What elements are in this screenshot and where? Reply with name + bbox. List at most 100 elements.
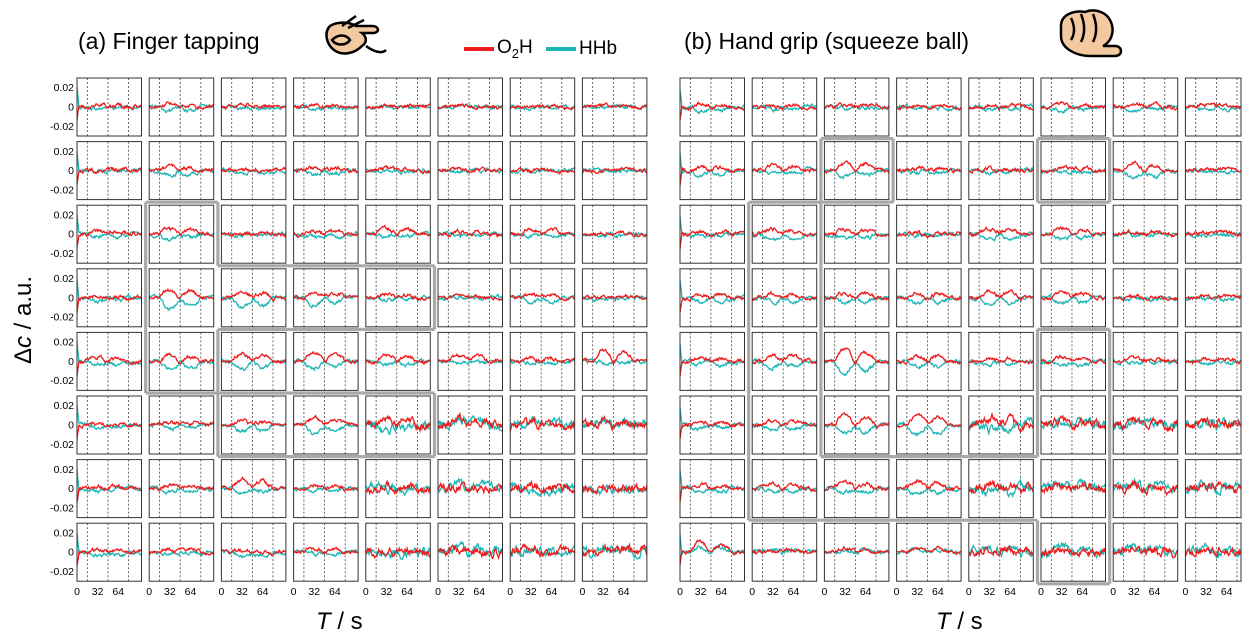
series-line-o2h bbox=[582, 166, 647, 175]
subplot-frame bbox=[220, 522, 287, 582]
subplot-r3-c4 bbox=[293, 204, 359, 264]
series-line-o2h bbox=[293, 228, 359, 239]
subplot-frame bbox=[679, 522, 745, 582]
subplot-r1-c1: 0.02 0 -0.02 bbox=[50, 77, 142, 137]
series-line-o2h bbox=[77, 421, 142, 440]
subplot-r1-c6 bbox=[1040, 77, 1106, 137]
subplot-r4-c3 bbox=[823, 268, 890, 328]
series-line-o2h bbox=[968, 102, 1034, 112]
subplot-frame bbox=[76, 522, 142, 582]
series-line-o2h bbox=[1041, 225, 1106, 238]
series-line-hhb bbox=[1041, 167, 1106, 176]
subplot-frame bbox=[220, 395, 287, 455]
subplot-frame bbox=[1112, 141, 1179, 201]
subplot-r3-c2 bbox=[148, 204, 215, 264]
subplot-r2-c8 bbox=[581, 141, 648, 201]
subplot-frame bbox=[509, 395, 576, 455]
x-tick-label: 0 bbox=[677, 586, 683, 598]
series-line-o2h bbox=[1041, 100, 1106, 111]
x-tick-label: 64 bbox=[257, 586, 269, 598]
series-line-o2h bbox=[438, 544, 503, 561]
series-line-o2h bbox=[293, 165, 359, 174]
subplot-frame bbox=[76, 395, 142, 455]
series-line-o2h bbox=[824, 102, 889, 110]
subplot-frame bbox=[148, 522, 215, 582]
series-line-o2h bbox=[680, 292, 745, 313]
subplot-frame bbox=[365, 331, 431, 391]
subplot-r5-c7 bbox=[1112, 331, 1179, 391]
y-tick-label: 0 bbox=[68, 229, 74, 241]
x-tick-label: 32 bbox=[453, 586, 465, 598]
x-tick-label: 0 bbox=[146, 586, 152, 598]
subplot-frame bbox=[148, 395, 215, 455]
subplot-frame bbox=[1184, 204, 1242, 264]
subplot-frame bbox=[293, 141, 359, 201]
series-line-hhb bbox=[680, 470, 745, 495]
subplot-r6-c3 bbox=[823, 395, 890, 455]
subplot-r3-c3 bbox=[220, 204, 287, 264]
series-line-o2h bbox=[510, 167, 575, 175]
subplot-r1-c8 bbox=[1184, 77, 1242, 137]
series-line-o2h bbox=[365, 415, 431, 434]
x-tick-label: 0 bbox=[1182, 586, 1188, 598]
subplot-r8-c2: 0 32 64 bbox=[146, 522, 215, 598]
subplot-r4-c1 bbox=[679, 268, 745, 328]
subplot-r8-c1: 0 32 64 bbox=[677, 522, 745, 598]
x-tick-label: 0 bbox=[291, 586, 297, 598]
series-line-hhb bbox=[896, 294, 962, 306]
subplot-r3-c4 bbox=[896, 204, 962, 264]
series-line-o2h bbox=[77, 166, 142, 185]
series-line-o2h bbox=[824, 412, 889, 430]
subplot-r1-c6 bbox=[437, 77, 503, 137]
x-tick-label: 0 bbox=[435, 586, 441, 598]
subplot-r2-c1 bbox=[679, 141, 745, 201]
series-line-o2h bbox=[149, 225, 214, 237]
subplot-r4-c1: 0.02 0 -0.02 bbox=[50, 268, 142, 328]
subplot-frame bbox=[823, 204, 890, 264]
series-line-o2h bbox=[752, 417, 817, 429]
x-tick-label: 32 bbox=[92, 586, 104, 598]
subplot-r2-c6 bbox=[437, 141, 503, 201]
subplot-frame bbox=[823, 395, 890, 455]
y-tick-label: -0.02 bbox=[50, 566, 74, 578]
series-line-hhb bbox=[1113, 477, 1178, 496]
subplot-r4-c4 bbox=[896, 268, 962, 328]
subplot-r7-c8 bbox=[1184, 459, 1242, 519]
subplot-frame bbox=[823, 77, 890, 137]
subplot-r5-c2 bbox=[148, 331, 215, 391]
subplot-r7-c4 bbox=[293, 459, 359, 519]
series-line-o2h bbox=[752, 102, 817, 112]
x-tick-label: 32 bbox=[839, 586, 851, 598]
subplot-r5-c4 bbox=[293, 331, 359, 391]
subplot-frame bbox=[220, 459, 287, 519]
subplot-frame bbox=[581, 268, 648, 328]
series-line-o2h bbox=[896, 230, 962, 239]
series-line-o2h bbox=[293, 351, 359, 365]
series-line-o2h bbox=[896, 165, 962, 175]
subplot-frame bbox=[220, 268, 287, 328]
series-line-o2h bbox=[293, 102, 359, 110]
x-tick-label: 0 bbox=[74, 586, 80, 598]
subplot-r1-c7 bbox=[1112, 77, 1179, 137]
series-line-o2h bbox=[752, 547, 817, 556]
y-tick-label: 0 bbox=[68, 356, 74, 368]
x-tick-label: 64 bbox=[715, 586, 727, 598]
subplot-r8-c4: 0 32 64 bbox=[894, 522, 962, 598]
series-line-o2h bbox=[582, 293, 647, 301]
subplot-frame bbox=[365, 77, 431, 137]
subplot-frame bbox=[437, 77, 503, 137]
subplot-r2-c7 bbox=[509, 141, 576, 201]
x-tick-label: 32 bbox=[597, 586, 609, 598]
subplot-r4-c7 bbox=[1112, 268, 1179, 328]
subplot-r5-c8 bbox=[581, 331, 648, 391]
subplot-r5-c6 bbox=[1040, 331, 1106, 391]
subplot-frame bbox=[76, 77, 142, 137]
subplot-r8-c5: 0 32 64 bbox=[966, 522, 1034, 598]
series-line-o2h bbox=[293, 291, 359, 301]
subplot-frame bbox=[365, 522, 431, 582]
subplot-r6-c6 bbox=[1040, 395, 1106, 455]
subplot-r6-c7 bbox=[1112, 395, 1179, 455]
subplot-frame bbox=[293, 268, 359, 328]
subplot-frame bbox=[437, 522, 503, 582]
subplot-r5-c6 bbox=[437, 331, 503, 391]
